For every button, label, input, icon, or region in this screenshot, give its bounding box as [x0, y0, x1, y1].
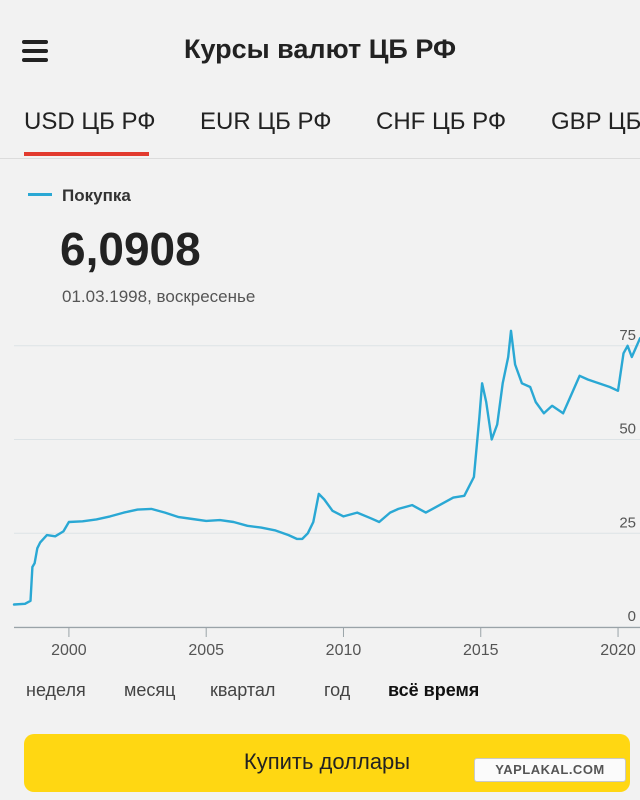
hamburger-menu-icon[interactable]: [22, 40, 48, 62]
x-tick-label-2005: 2005: [188, 642, 224, 659]
x-tick-label-2015: 2015: [463, 642, 499, 659]
y-tick-label-75: 75: [619, 327, 636, 344]
x-tick-label-2020: 2020: [600, 642, 636, 659]
legend-line-marker: [28, 193, 52, 197]
tab-chf[interactable]: CHF ЦБ РФ: [376, 108, 507, 135]
watermark: YAPLAKAL.COM: [474, 758, 626, 782]
tab-usd[interactable]: USD ЦБ РФ: [24, 108, 156, 135]
x-tick-label-2010: 2010: [326, 642, 362, 659]
rate-chart[interactable]: 0 25 50 75 2000 2005 2010 2015 2020: [0, 320, 640, 670]
tab-eur[interactable]: EUR ЦБ РФ: [200, 108, 332, 135]
tab-gbp[interactable]: GBP ЦБ: [551, 108, 640, 135]
x-tick-label-2000: 2000: [51, 642, 87, 659]
current-rate-date: 01.03.1998, воскресенье: [62, 287, 256, 306]
current-rate-value: 6,0908: [60, 223, 201, 275]
period-all-time[interactable]: всё время: [388, 680, 480, 700]
period-year[interactable]: год: [324, 680, 351, 700]
y-tick-label-50: 50: [619, 421, 636, 438]
period-month[interactable]: месяц: [124, 680, 176, 700]
y-tick-label-25: 25: [619, 514, 636, 531]
page-title: Курсы валют ЦБ РФ: [183, 34, 457, 64]
period-selector: неделя месяц квартал год всё время: [0, 678, 640, 708]
series-line-0: [12, 329, 640, 606]
legend-label: Покупка: [62, 186, 131, 205]
chart-legend: Покупка: [28, 186, 131, 206]
active-tab-indicator: [24, 152, 149, 156]
app-header: Курсы валют ЦБ РФ: [0, 0, 640, 90]
period-quarter[interactable]: квартал: [210, 680, 276, 700]
currency-tabs: USD ЦБ РФ EUR ЦБ РФ CHF ЦБ РФ GBP ЦБ: [0, 92, 640, 159]
period-week[interactable]: неделя: [26, 680, 86, 700]
y-tick-label-0: 0: [628, 608, 636, 625]
